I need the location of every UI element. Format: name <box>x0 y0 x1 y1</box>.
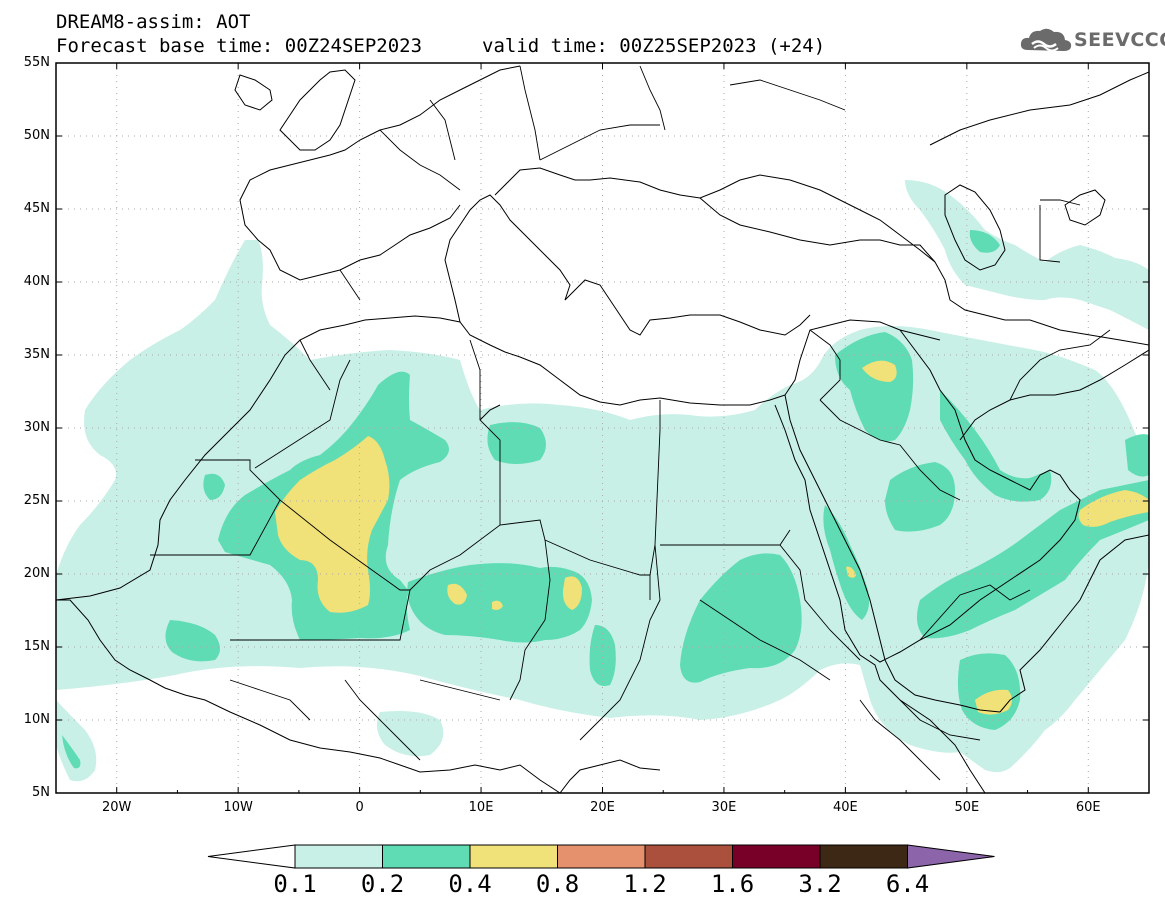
lon-label-50E: 50E <box>954 800 980 815</box>
logo-text: SEEVCCC <box>1074 29 1165 51</box>
lat-label-45N: 45N <box>23 201 50 216</box>
colorbar-label-1.6: 1.6 <box>710 870 755 898</box>
aot-field <box>56 180 1149 782</box>
lon-label-40E: 40E <box>832 800 858 815</box>
lat-label-35N: 35N <box>23 347 50 362</box>
colorbar-label-0.8: 0.8 <box>535 870 580 898</box>
lon-label-20W: 20W <box>102 800 132 815</box>
colorbar-label-3.2: 3.2 <box>798 870 842 898</box>
colorbar-lower-arrow <box>207 844 296 869</box>
colorbar-segment <box>469 844 558 869</box>
lon-label-30E: 30E <box>711 800 737 815</box>
colorbar-segment <box>382 844 471 869</box>
colorbar-segment <box>644 844 733 869</box>
lon-label-20E: 20E <box>590 800 615 815</box>
colorbar-label-0.4: 0.4 <box>448 870 492 898</box>
map-title: DREAM8-assim: AOT <box>56 11 251 33</box>
lon-label-60E: 60E <box>1075 800 1101 815</box>
lat-label-15N: 15N <box>23 639 50 654</box>
forecast-base-time: Forecast base time: 00Z24SEP2023 <box>56 35 423 57</box>
colorbar <box>207 844 995 869</box>
colorbar-label-0.1: 0.1 <box>273 870 317 898</box>
lon-label-0: 0 <box>355 800 364 815</box>
lon-label-10W: 10W <box>223 800 253 815</box>
lat-label-25N: 25N <box>23 493 50 508</box>
lon-label-10E: 10E <box>468 800 494 815</box>
seevccc-logo: SEEVCCC <box>1018 24 1165 60</box>
colorbar-upper-arrow <box>907 844 995 869</box>
lat-label-10N: 10N <box>23 712 50 727</box>
colorbar-label-0.2: 0.2 <box>360 870 405 898</box>
gridlines <box>56 63 1149 793</box>
lat-label-50N: 50N <box>23 128 50 143</box>
lat-label-55N: 55N <box>23 55 50 70</box>
colorbar-label-6.4: 6.4 <box>885 870 930 898</box>
lat-label-20N: 20N <box>23 566 50 581</box>
colorbar-segment <box>557 844 646 869</box>
cloud-icon <box>1020 28 1072 52</box>
lat-label-40N: 40N <box>23 274 50 289</box>
colorbar-segment <box>819 844 908 869</box>
colorbar-segment <box>294 844 383 869</box>
valid-time: valid time: 00Z25SEP2023 (+24) <box>482 35 826 57</box>
lat-label-5N: 5N <box>32 785 50 800</box>
lat-label-30N: 30N <box>23 420 50 435</box>
colorbar-segment <box>732 844 821 869</box>
country-borders <box>150 65 1111 781</box>
coastlines <box>56 65 1149 793</box>
axis-ticks <box>55 62 1150 794</box>
colorbar-label-1.2: 1.2 <box>623 870 667 898</box>
